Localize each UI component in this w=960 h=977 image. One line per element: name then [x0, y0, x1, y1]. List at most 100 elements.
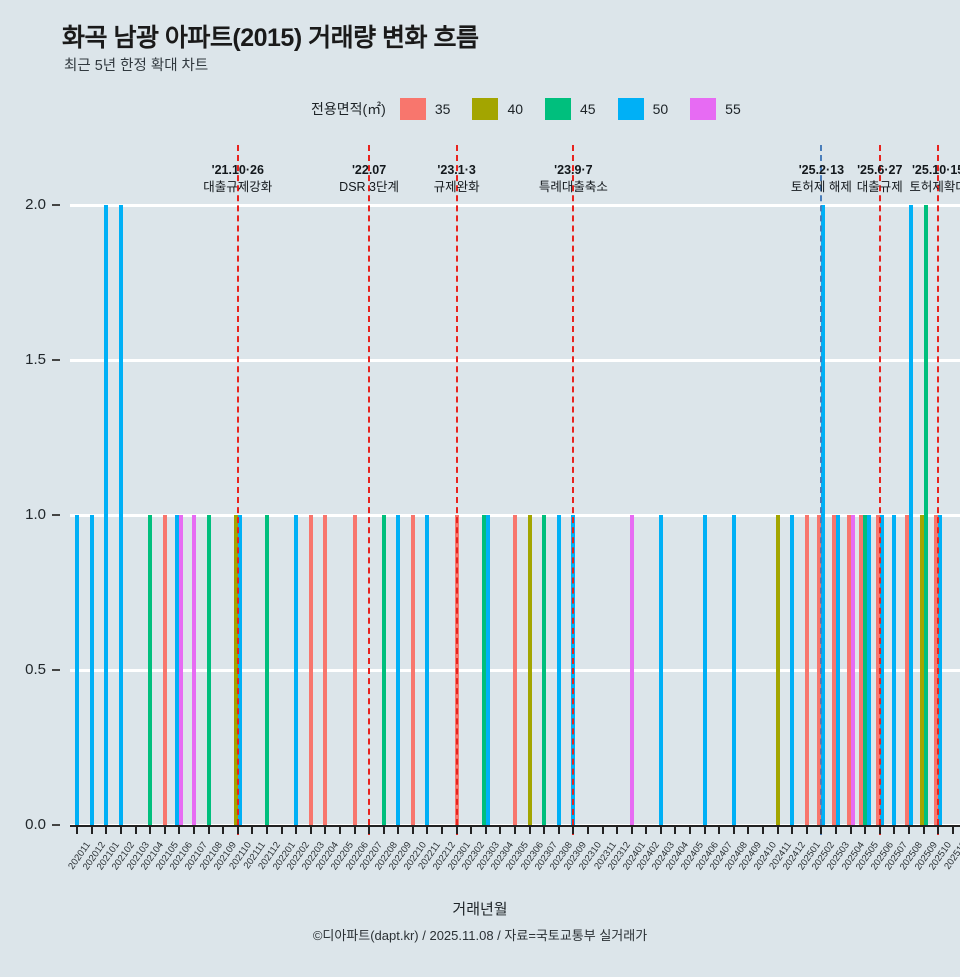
event-annotation-202301: '23.1·3 규제완화: [397, 162, 517, 196]
bar-202307-45[interactable]: [542, 515, 547, 825]
x-axis-tick-mark: [251, 825, 254, 834]
event-annotation-202207: '22.07 DSR 3단계: [309, 162, 429, 196]
bar-202401-55[interactable]: [629, 515, 634, 825]
bar-202403-50[interactable]: [658, 515, 663, 825]
event-text: DSR 3단계: [339, 180, 399, 194]
bar-202411-40[interactable]: [775, 515, 780, 825]
bar-202502-35[interactable]: [817, 515, 822, 825]
bar-202509-40[interactable]: [919, 515, 924, 825]
bar-202303-50[interactable]: [485, 515, 490, 825]
x-axis-tick-mark: [616, 825, 619, 834]
event-line-202502: [820, 145, 823, 835]
bar-202211-50[interactable]: [425, 515, 430, 825]
bar-202101-50[interactable]: [104, 205, 109, 825]
x-axis-tick-mark: [572, 825, 575, 834]
bar-202503-35[interactable]: [831, 515, 836, 825]
x-axis-tick-mark: [90, 825, 93, 834]
event-annotation-202502: '25.2·13 토허제 해제: [761, 162, 881, 196]
bar-202504-55[interactable]: [850, 515, 855, 825]
bar-202209-50[interactable]: [396, 515, 401, 825]
bar-202502-50[interactable]: [821, 205, 826, 825]
x-axis-tick-mark: [222, 825, 225, 834]
bar-202102-50[interactable]: [119, 205, 124, 825]
bar-202408-50[interactable]: [731, 515, 736, 825]
legend-item-45[interactable]: 45: [545, 98, 612, 120]
bar-202505-50[interactable]: [867, 515, 872, 825]
bar-202106-50[interactable]: [175, 515, 180, 825]
y-axis-tick-mark: [52, 204, 60, 206]
bar-202505-45[interactable]: [863, 515, 868, 825]
legend-title: 전용면적(㎡): [311, 101, 386, 117]
bar-202308-50[interactable]: [556, 515, 561, 825]
event-date: '23.9·7: [554, 163, 593, 177]
bar-202203-35[interactable]: [308, 515, 313, 825]
bar-202503-50[interactable]: [835, 515, 840, 825]
bar-202012-50[interactable]: [89, 515, 94, 825]
legend-item-35[interactable]: 35: [399, 98, 467, 120]
legend-item-label: 50: [652, 101, 669, 117]
x-axis-tick-mark: [645, 825, 648, 834]
bar-202510-35[interactable]: [934, 515, 939, 825]
bar-202506-35[interactable]: [875, 515, 880, 825]
x-axis-tick-mark: [280, 825, 283, 834]
bar-202306-40[interactable]: [527, 515, 532, 825]
x-axis-tick-mark: [324, 825, 327, 834]
bar-202303-45[interactable]: [481, 515, 486, 825]
x-axis-tick-mark: [426, 825, 429, 834]
legend-item-40[interactable]: 40: [472, 98, 539, 120]
bar-202305-35[interactable]: [513, 515, 517, 825]
bar-202202-50[interactable]: [294, 515, 299, 825]
bar-202510-50[interactable]: [938, 515, 943, 825]
event-annotation-202309: '23.9·7 특례대출축소: [513, 162, 633, 196]
bar-202208-45[interactable]: [381, 515, 386, 825]
bar-202504-35[interactable]: [846, 515, 851, 825]
x-axis-label: 거래년월: [452, 901, 508, 918]
legend-item-55[interactable]: 55: [690, 98, 757, 120]
bar-202210-35[interactable]: [410, 515, 415, 825]
x-axis-tick-mark: [193, 825, 196, 834]
y-axis-tick-label: 0.0: [25, 816, 46, 833]
x-axis-tick-mark: [382, 825, 385, 834]
bar-202508-50[interactable]: [908, 205, 913, 825]
event-text: 특례대출축소: [538, 180, 608, 194]
bar-202412-50[interactable]: [790, 515, 795, 825]
bar-202110-40[interactable]: [233, 515, 238, 825]
bar-202011-50[interactable]: [75, 515, 80, 825]
x-axis-tick-mark: [120, 825, 123, 834]
x-axis-tick-mark: [659, 825, 662, 834]
bar-202206-35[interactable]: [352, 515, 357, 825]
bar-202507-50[interactable]: [892, 515, 897, 825]
bar-202112-45[interactable]: [264, 515, 269, 825]
legend-swatch-icon: [399, 98, 426, 120]
bar-202508-35[interactable]: [904, 515, 909, 825]
bar-202106-55[interactable]: [179, 515, 184, 825]
legend-swatch-icon: [545, 98, 572, 120]
x-axis-tick-mark: [105, 825, 108, 834]
x-axis-tick-mark: [689, 825, 692, 834]
x-axis-tick-mark: [309, 825, 312, 834]
x-axis-tick-mark: [557, 825, 560, 834]
gridline: [70, 358, 960, 362]
event-text: 대출규제강화: [203, 180, 273, 194]
bar-202204-35[interactable]: [323, 515, 328, 825]
bar-202505-35[interactable]: [859, 515, 864, 825]
bar-202107-55[interactable]: [192, 515, 197, 825]
bar-202509-45[interactable]: [923, 205, 928, 825]
bar-202501-35[interactable]: [804, 515, 809, 825]
bar-202108-45[interactable]: [206, 515, 211, 825]
legend-swatch-icon: [690, 98, 717, 120]
bar-202105-35[interactable]: [162, 515, 167, 825]
x-axis-tick-mark: [820, 825, 823, 834]
legend-item-50[interactable]: 50: [617, 98, 685, 120]
x-axis-tick-mark: [455, 825, 458, 834]
event-annotation-202110: '21.10·26 대출규제강화: [178, 162, 298, 196]
bar-202104-45[interactable]: [148, 515, 153, 825]
bar-202110-50[interactable]: [237, 515, 242, 825]
footer-credit: ©디아파트(dapt.kr) / 2025.11.08 / 자료=국토교통부 실…: [312, 928, 648, 943]
event-line-202110: [236, 145, 239, 835]
bar-202506-50[interactable]: [879, 515, 884, 825]
x-axis-tick-mark: [397, 825, 400, 834]
x-axis-tick-mark: [601, 825, 604, 834]
x-axis-tick-mark: [703, 825, 706, 834]
bar-202406-50[interactable]: [702, 515, 707, 825]
